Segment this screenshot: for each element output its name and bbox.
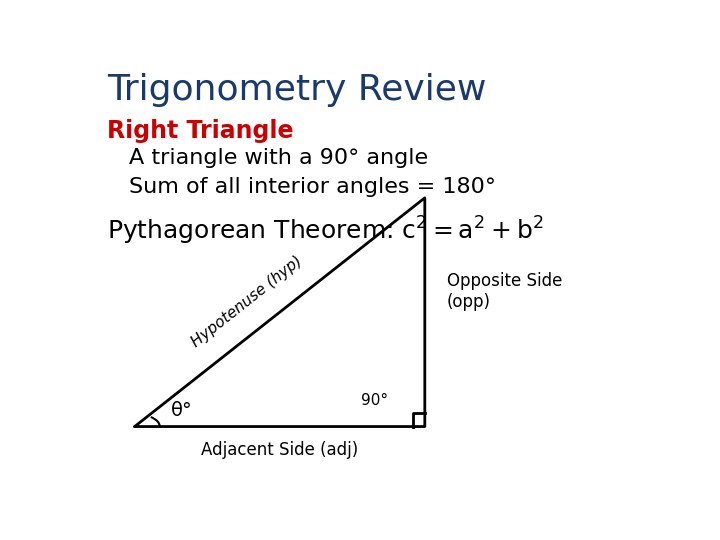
Text: Sum of all interior angles = 180°: Sum of all interior angles = 180° xyxy=(129,177,496,197)
Text: Adjacent Side (adj): Adjacent Side (adj) xyxy=(201,441,359,459)
Text: Pythagorean Theorem: $\mathrm{c}^2 = \mathrm{a}^2 + \mathrm{b}^2$: Pythagorean Theorem: $\mathrm{c}^2 = \ma… xyxy=(107,214,544,247)
Text: Trigonometry Review: Trigonometry Review xyxy=(107,73,486,107)
Text: Hypotenuse (hyp): Hypotenuse (hyp) xyxy=(189,254,305,350)
Text: A triangle with a 90° angle: A triangle with a 90° angle xyxy=(129,148,428,168)
Text: Opposite Side
(opp): Opposite Side (opp) xyxy=(447,272,562,311)
Text: Right Triangle: Right Triangle xyxy=(107,119,293,143)
Text: θ°: θ° xyxy=(171,401,193,420)
Text: 90°: 90° xyxy=(361,393,389,408)
